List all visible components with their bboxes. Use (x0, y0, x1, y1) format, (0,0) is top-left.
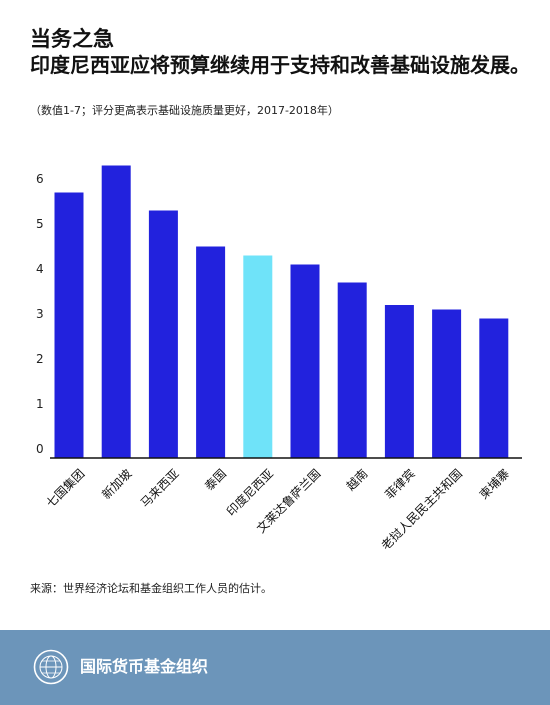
bar (384, 305, 414, 458)
bar (290, 264, 320, 458)
y-tick-label: 0 (36, 442, 44, 456)
bar-highlight (243, 255, 273, 458)
x-tick-label: 七国集团 (43, 466, 88, 511)
y-tick-label: 5 (36, 217, 44, 231)
x-tick-label: 越南 (343, 466, 371, 494)
bar (337, 282, 367, 458)
bar (101, 165, 131, 458)
bar (54, 192, 84, 458)
chart-note: （数值1-7；评分更高表示基础设施质量更好，2017-2018年） (30, 104, 339, 117)
x-tick-label: 马来西亚 (138, 466, 182, 510)
x-tick-label: 柬埔寨 (476, 466, 512, 502)
x-tick-label: 老挝人民民主共和国 (379, 466, 465, 552)
chart-subtitle: 印度尼西亚应将预算继续用于支持和改善基础设施发展。 (30, 53, 530, 77)
x-tick-label: 泰国 (202, 466, 229, 493)
chart-title: 当务之急 (30, 27, 114, 51)
footer-bar: 国际货币基金组织 (0, 630, 550, 705)
y-tick-label: 1 (36, 397, 44, 411)
bar (432, 309, 462, 458)
source-note: 来源：世界经济论坛和基金组织工作人员的估计。 (30, 582, 272, 595)
org-name: 国际货币基金组织 (80, 657, 209, 676)
y-tick-label: 3 (36, 307, 44, 321)
y-tick-label: 4 (36, 262, 44, 276)
bar (196, 246, 226, 458)
x-tick-label: 菲律宾 (382, 466, 418, 502)
bar (479, 318, 509, 458)
bar (148, 210, 178, 458)
imf-seal-icon (33, 649, 69, 685)
x-tick-label: 新加坡 (98, 466, 134, 502)
y-tick-label: 2 (36, 352, 44, 366)
y-tick-label: 6 (36, 172, 44, 186)
